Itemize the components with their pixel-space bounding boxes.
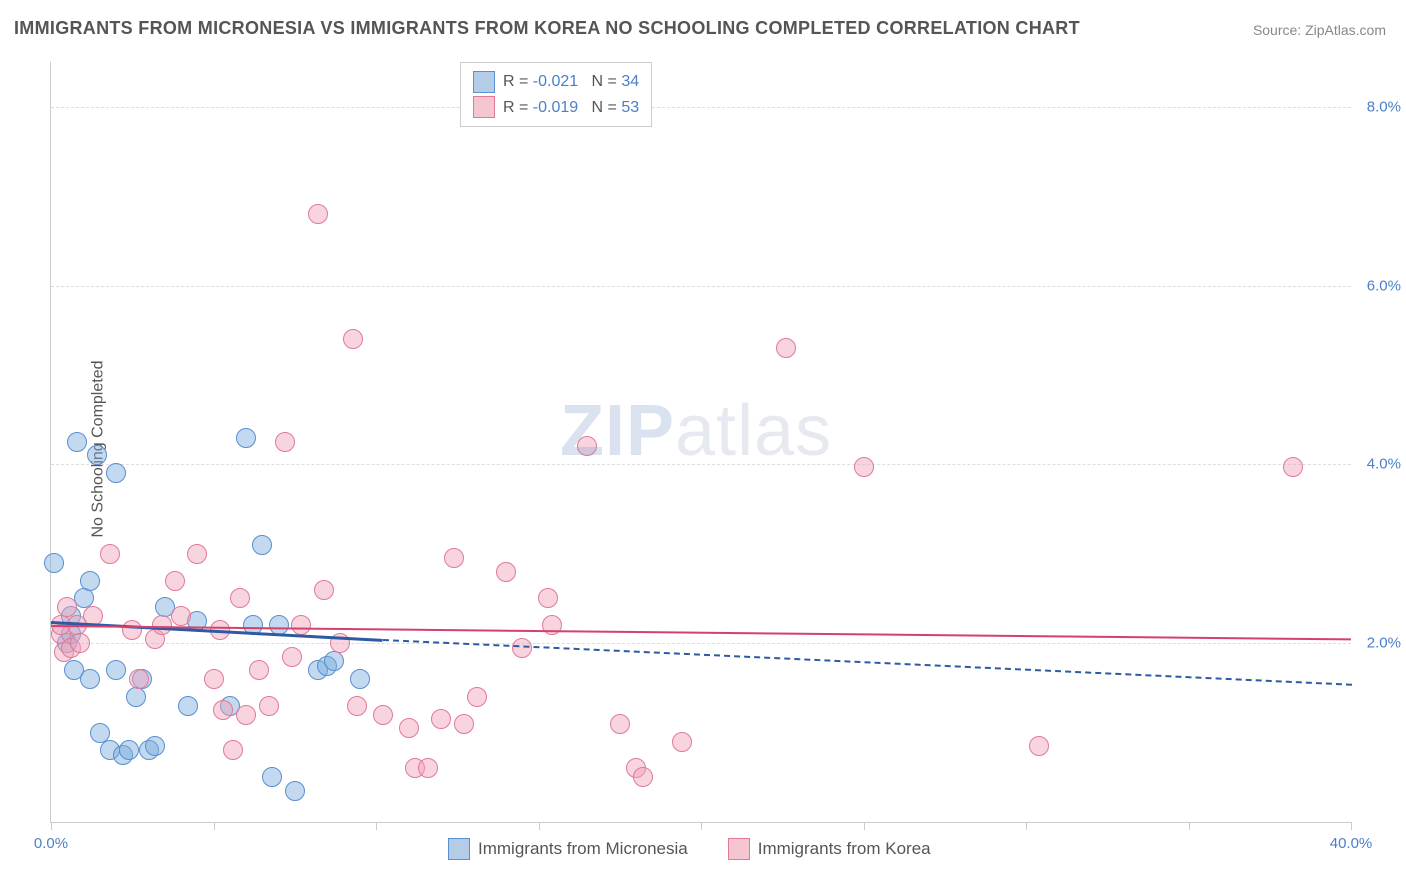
scatter-point-micronesia <box>67 432 87 452</box>
correlation-legend: R = -0.021 N = 34R = -0.019 N = 53 <box>460 62 652 127</box>
scatter-point-korea <box>275 432 295 452</box>
scatter-point-korea <box>308 204 328 224</box>
x-tick <box>214 822 215 830</box>
scatter-point-korea <box>418 758 438 778</box>
scatter-point-micronesia <box>236 428 256 448</box>
x-tick <box>864 822 865 830</box>
series-legend: Immigrants from Micronesia Immigrants fro… <box>440 836 939 862</box>
legend-swatch <box>473 96 495 118</box>
scatter-point-korea <box>496 562 516 582</box>
scatter-point-korea <box>249 660 269 680</box>
scatter-point-micronesia <box>119 740 139 760</box>
source-label: Source: ZipAtlas.com <box>1253 22 1386 38</box>
scatter-point-micronesia <box>262 767 282 787</box>
scatter-point-korea <box>57 597 77 617</box>
legend-item: Immigrants from Korea <box>728 838 931 860</box>
scatter-point-micronesia <box>324 651 344 671</box>
scatter-point-korea <box>1029 736 1049 756</box>
gridline <box>51 643 1351 644</box>
x-tick <box>539 822 540 830</box>
scatter-point-korea <box>454 714 474 734</box>
scatter-point-korea <box>282 647 302 667</box>
scatter-point-korea <box>314 580 334 600</box>
scatter-point-korea <box>672 732 692 752</box>
scatter-point-korea <box>1283 457 1303 477</box>
scatter-point-micronesia <box>80 571 100 591</box>
trendline-extrapolated <box>382 639 1351 686</box>
scatter-point-korea <box>399 718 419 738</box>
scatter-point-micronesia <box>106 660 126 680</box>
legend-row: R = -0.021 N = 34 <box>473 69 639 95</box>
gridline <box>51 286 1351 287</box>
y-tick-label: 6.0% <box>1356 277 1401 294</box>
scatter-point-korea <box>444 548 464 568</box>
scatter-point-micronesia <box>106 463 126 483</box>
x-tick <box>701 822 702 830</box>
chart-title: IMMIGRANTS FROM MICRONESIA VS IMMIGRANTS… <box>14 18 1080 39</box>
scatter-point-micronesia <box>252 535 272 555</box>
x-tick-label: 40.0% <box>1330 835 1373 852</box>
scatter-point-micronesia <box>87 445 107 465</box>
legend-swatch <box>473 71 495 93</box>
y-tick-label: 8.0% <box>1356 98 1401 115</box>
scatter-point-korea <box>347 696 367 716</box>
scatter-point-korea <box>165 571 185 591</box>
scatter-point-korea <box>187 544 207 564</box>
legend-label: Immigrants from Micronesia <box>478 839 688 859</box>
scatter-point-micronesia <box>44 553 64 573</box>
scatter-point-korea <box>223 740 243 760</box>
legend-text: R = -0.019 N = 53 <box>503 95 639 121</box>
scatter-point-korea <box>259 696 279 716</box>
scatter-point-korea <box>213 700 233 720</box>
scatter-point-korea <box>467 687 487 707</box>
scatter-point-korea <box>129 669 149 689</box>
scatter-point-korea <box>171 606 191 626</box>
x-tick <box>1351 822 1352 830</box>
scatter-point-korea <box>610 714 630 734</box>
scatter-point-korea <box>100 544 120 564</box>
scatter-point-korea <box>431 709 451 729</box>
scatter-point-korea <box>538 588 558 608</box>
legend-text: R = -0.021 N = 34 <box>503 69 639 95</box>
scatter-point-korea <box>236 705 256 725</box>
legend-label: Immigrants from Korea <box>758 839 931 859</box>
scatter-point-korea <box>542 615 562 635</box>
legend-item: Immigrants from Micronesia <box>448 838 688 860</box>
scatter-point-korea <box>633 767 653 787</box>
legend-swatch <box>448 838 470 860</box>
scatter-point-korea <box>204 669 224 689</box>
legend-row: R = -0.019 N = 53 <box>473 95 639 121</box>
x-tick <box>1189 822 1190 830</box>
y-tick-label: 2.0% <box>1356 635 1401 652</box>
x-tick <box>1026 822 1027 830</box>
x-tick <box>51 822 52 830</box>
x-tick <box>376 822 377 830</box>
y-tick-label: 4.0% <box>1356 456 1401 473</box>
scatter-point-korea <box>776 338 796 358</box>
scatter-point-korea <box>373 705 393 725</box>
scatter-point-micronesia <box>178 696 198 716</box>
scatter-point-micronesia <box>80 669 100 689</box>
scatter-point-korea <box>230 588 250 608</box>
scatter-point-korea <box>854 457 874 477</box>
gridline <box>51 107 1351 108</box>
watermark-atlas: atlas <box>675 391 832 471</box>
scatter-point-micronesia <box>285 781 305 801</box>
scatter-point-micronesia <box>90 723 110 743</box>
scatter-point-micronesia <box>350 669 370 689</box>
legend-swatch <box>728 838 750 860</box>
watermark: ZIPatlas <box>560 390 832 472</box>
watermark-zip: ZIP <box>560 391 675 471</box>
x-tick-label: 0.0% <box>34 835 68 852</box>
scatter-point-korea <box>70 633 90 653</box>
scatter-point-korea <box>122 620 142 640</box>
scatter-point-micronesia <box>126 687 146 707</box>
scatter-point-korea <box>291 615 311 635</box>
scatter-point-micronesia <box>145 736 165 756</box>
scatter-point-korea <box>343 329 363 349</box>
